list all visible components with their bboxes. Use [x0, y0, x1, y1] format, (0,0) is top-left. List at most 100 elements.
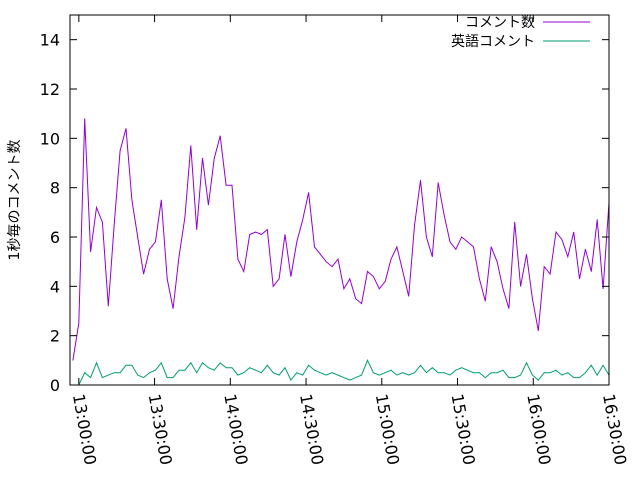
data-point-series-2 [455, 369, 457, 371]
data-point-series-2 [585, 372, 586, 374]
x-tick-label: 14:00:00 [220, 392, 251, 466]
series-line-2 [72, 359, 610, 386]
data-point-series-1 [402, 271, 404, 272]
data-point-series-1 [337, 258, 339, 260]
data-point-series-2 [431, 367, 433, 369]
data-point-series-2 [331, 372, 333, 374]
data-point-series-2 [355, 377, 357, 378]
data-point-series-2 [420, 364, 421, 366]
data-point-series-1 [266, 229, 268, 231]
legend: コメント数 英語コメント [451, 15, 590, 50]
data-point-series-2 [84, 372, 86, 374]
data-point-series-2 [590, 364, 592, 366]
data-point-series-2 [567, 372, 569, 374]
data-point-series-1 [390, 258, 392, 260]
series-layer [72, 118, 610, 386]
data-point-series-2 [526, 362, 527, 364]
data-point-series-2 [325, 374, 327, 376]
data-point-series-1 [461, 236, 463, 238]
data-point-series-2 [231, 367, 233, 369]
data-point-series-2 [284, 367, 286, 369]
data-point-series-2 [290, 379, 292, 381]
data-point-series-2 [172, 377, 174, 378]
data-point-series-2 [160, 362, 162, 364]
data-point-series-1 [585, 248, 586, 250]
data-point-series-1 [349, 278, 351, 280]
y-tick-label: 8 [50, 179, 60, 198]
data-point-series-2 [496, 372, 498, 374]
data-point-series-1 [102, 221, 103, 223]
data-point-series-1 [131, 199, 133, 201]
data-point-series-2 [443, 372, 445, 374]
data-point-series-1 [590, 271, 592, 272]
data-point-series-1 [219, 135, 221, 137]
data-point-series-2 [213, 369, 215, 371]
data-point-series-1 [573, 231, 575, 233]
data-point-series-2 [320, 372, 321, 374]
data-point-series-1 [437, 182, 439, 184]
data-point-series-2 [202, 362, 203, 364]
data-point-series-1 [455, 248, 457, 250]
data-point-series-2 [166, 377, 168, 378]
x-tick-label: 15:00:00 [372, 392, 403, 466]
data-point-series-1 [443, 214, 445, 216]
data-point-series-1 [113, 224, 115, 226]
data-point-series-1 [520, 285, 521, 287]
data-point-series-2 [272, 372, 274, 374]
data-point-series-2 [255, 369, 256, 371]
data-point-series-2 [561, 374, 563, 376]
data-point-series-2 [396, 374, 398, 376]
data-point-series-1 [384, 281, 386, 282]
data-point-series-1 [314, 246, 315, 248]
data-point-series-1 [378, 288, 380, 290]
x-tick-label: 15:30:00 [448, 392, 479, 466]
data-point-series-1 [567, 256, 569, 258]
data-point-series-2 [537, 379, 539, 381]
data-point-series-1 [361, 303, 362, 304]
data-point-series-2 [90, 377, 91, 378]
data-point-series-2 [296, 372, 298, 374]
y-tick-label: 10 [40, 129, 60, 148]
data-point-series-1 [137, 236, 139, 238]
data-point-series-2 [508, 377, 510, 378]
data-point-series-1 [367, 271, 368, 272]
data-point-series-2 [514, 377, 516, 378]
data-point-series-1 [449, 241, 451, 243]
data-point-series-1 [237, 258, 239, 260]
data-point-series-1 [231, 184, 233, 186]
data-point-series-1 [490, 246, 492, 248]
data-point-series-1 [213, 157, 215, 159]
data-point-series-2 [237, 374, 239, 376]
data-point-series-1 [125, 128, 127, 129]
data-point-series-2 [408, 374, 410, 376]
data-point-series-2 [596, 374, 598, 376]
data-point-series-1 [225, 184, 227, 186]
data-point-series-1 [479, 278, 480, 280]
data-point-series-1 [408, 295, 410, 297]
data-point-series-1 [290, 276, 292, 277]
data-point-series-2 [426, 372, 427, 374]
data-point-series-1 [426, 236, 427, 238]
data-point-series-1 [84, 118, 86, 119]
data-point-series-2 [543, 372, 545, 374]
data-point-series-1 [208, 204, 209, 206]
data-point-series-1 [284, 234, 286, 235]
data-point-series-2 [378, 374, 380, 376]
data-point-series-1 [160, 199, 162, 201]
data-point-series-2 [119, 372, 121, 374]
x-tick-label: 16:30:00 [599, 392, 630, 466]
data-point-series-1 [272, 285, 274, 287]
data-point-series-2 [373, 372, 374, 374]
data-point-series-1 [119, 150, 121, 152]
data-point-series-1 [543, 266, 545, 267]
data-point-series-2 [473, 372, 474, 374]
data-point-series-1 [184, 216, 186, 218]
x-axis-ticks: 13:00:00 13:30:00 14:00:00 14:30:00 15:00:00… [69, 15, 630, 466]
data-point-series-1 [537, 330, 539, 332]
y-axis-ticks: 0 2 4 6 8 10 12 14 [40, 31, 609, 395]
data-point-series-2 [602, 364, 604, 366]
data-point-series-2 [367, 359, 368, 361]
data-point-series-1 [96, 207, 97, 208]
data-point-series-1 [549, 273, 551, 275]
data-point-series-1 [278, 278, 280, 280]
